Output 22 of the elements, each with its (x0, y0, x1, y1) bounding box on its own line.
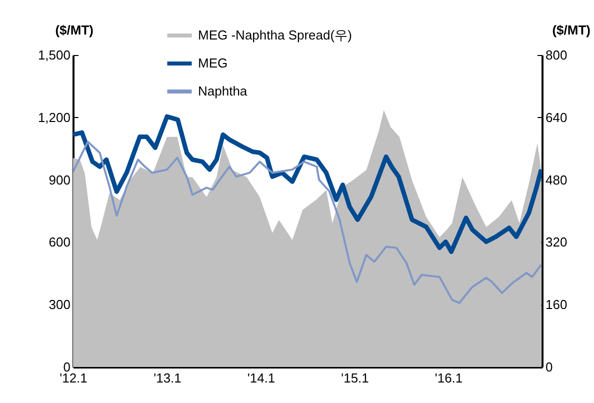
legend-label: MEG -Naphtha Spread(우) (198, 28, 352, 42)
y-tick-label: 1,500 (38, 48, 70, 62)
y2-tick-label: 0 (546, 360, 553, 374)
legend-label: MEG (198, 56, 228, 70)
y2-axis-title: ($/MT) (552, 22, 590, 38)
y-tick-label: 300 (48, 297, 70, 312)
y-tick-label: 600 (48, 234, 70, 250)
y2-tick-label: 160 (546, 297, 568, 312)
x-tick-label: '16.1 (434, 370, 463, 386)
x-tick-label: '15.1 (341, 370, 369, 386)
y2-tick-label: 800 (546, 48, 568, 62)
y-tick-label: 1,200 (38, 110, 70, 125)
y-tick-label: 900 (48, 172, 70, 188)
x-tick-label: '13.1 (154, 370, 182, 386)
y2-tick-label: 320 (546, 234, 568, 250)
x-tick-label: '14.1 (247, 370, 276, 386)
y2-tick-label: 480 (546, 172, 568, 188)
y-axis-title: ($/MT) (55, 22, 94, 38)
legend-label: Naphtha (198, 84, 248, 98)
y2-tick-label: 640 (546, 110, 568, 125)
line-series (73, 114, 542, 254)
line-series (73, 140, 542, 304)
